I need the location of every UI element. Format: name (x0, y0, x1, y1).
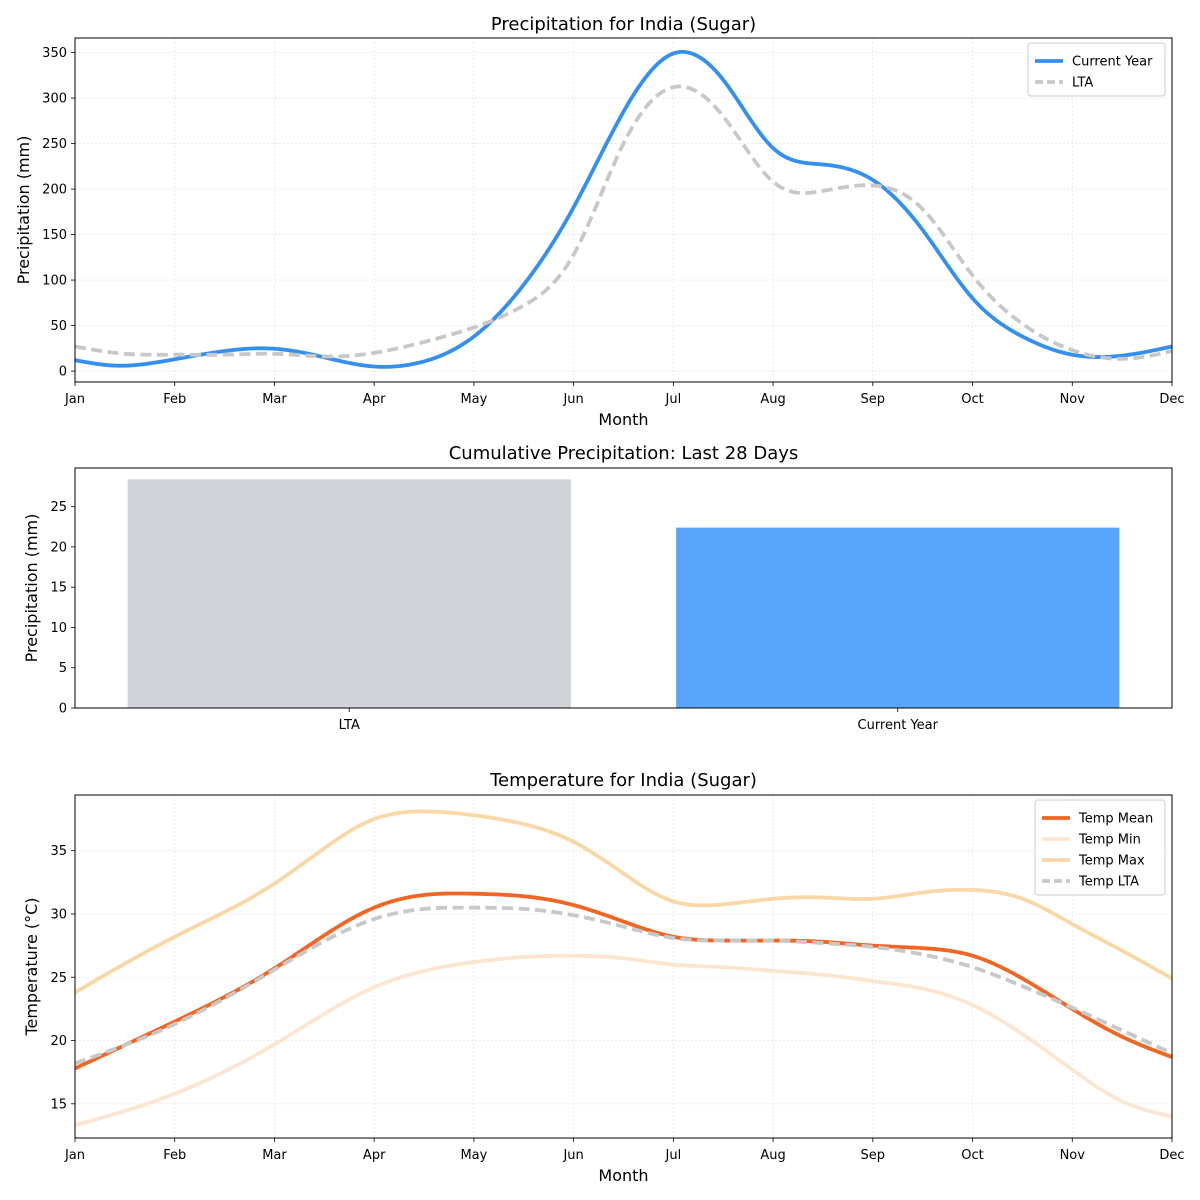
y-tick-label: 35 (50, 844, 67, 859)
precip-axes-frame (74, 37, 1173, 383)
x-tick-label: Jun (562, 1148, 583, 1163)
x-tick-label: Mar (262, 392, 287, 407)
precip-grid (74, 38, 1173, 382)
x-tick-label: Nov (1060, 1148, 1086, 1163)
temp-grid (74, 795, 1173, 1138)
y-tick-label: 15 (50, 1097, 67, 1112)
series-line-temp-max (75, 809, 1172, 995)
x-tick-label: Feb (163, 1148, 186, 1163)
y-tick-label: 350 (42, 46, 67, 61)
x-tick-label: Apr (363, 1148, 386, 1163)
bar-current-year (676, 527, 1120, 708)
bar-lta (127, 479, 571, 708)
x-tick-label: Aug (760, 1148, 785, 1163)
y-tick-label: 15 (50, 581, 67, 596)
y-tick-label: 25 (50, 500, 67, 515)
y-tick-label: 5 (59, 661, 67, 676)
y-tick-label: 20 (50, 540, 67, 555)
y-tick-label: 20 (50, 1034, 67, 1049)
x-tick-label: May (460, 392, 487, 407)
series-line-temp-min (75, 953, 1172, 1128)
x-tick-label: Dec (1159, 1148, 1184, 1163)
cumulative-chart: Cumulative Precipitation: Last 28 Days LT… (22, 443, 1173, 733)
cumulative-title: Cumulative Precipitation: Last 28 Days (449, 443, 799, 464)
x-tick-label: Aug (760, 392, 785, 407)
y-tick-label: 300 (42, 92, 67, 107)
x-tick-label: Jan (64, 392, 85, 407)
precip-series (75, 49, 1172, 369)
temp-y-axis-label: Temperature (°C) (22, 897, 41, 1036)
x-tick-label: Apr (363, 392, 386, 407)
y-tick-label: 250 (42, 137, 67, 152)
y-tick-label: 0 (59, 702, 67, 717)
legend-label: Current Year (1072, 55, 1153, 70)
x-tick-label: Oct (961, 392, 983, 407)
x-tick-label: Sep (861, 392, 886, 407)
temp-series (75, 809, 1172, 1128)
y-tick-label: 0 (59, 365, 67, 380)
x-tick-label: Nov (1060, 392, 1086, 407)
legend-label: Temp Min (1078, 833, 1141, 848)
y-tick-label: 150 (42, 228, 67, 243)
x-tick-label: Jul (665, 392, 682, 407)
legend-box (1027, 42, 1166, 97)
precip-y-axis-label: Precipitation (mm) (14, 136, 33, 285)
y-tick-label: 25 (50, 971, 67, 986)
temp-x-axis-label: Month (598, 1166, 648, 1185)
x-tick-label: Current Year (858, 718, 939, 733)
precip-chart: Precipitation for India (Sugar) Jan Feb Mar… (14, 14, 1185, 429)
legend-label: LTA (1072, 76, 1093, 91)
precip-title: Precipitation for India (Sugar) (491, 14, 756, 35)
cumulative-y-axis-label: Precipitation (mm) (22, 514, 41, 663)
x-tick-label: Oct (961, 1148, 983, 1163)
cumulative-axes-frame (74, 467, 1173, 709)
y-tick-label: 200 (42, 183, 67, 198)
x-tick-label: Sep (861, 1148, 886, 1163)
x-tick-label: Jan (64, 1148, 85, 1163)
legend-label: Temp Max (1078, 854, 1145, 869)
x-tick-label: Jul (665, 1148, 682, 1163)
y-tick-label: 10 (50, 621, 67, 636)
x-tick-label: Mar (262, 1148, 287, 1163)
legend-box (1034, 799, 1166, 896)
legend-label: Temp Mean (1078, 812, 1153, 827)
precip-legend: Current Year LTA (1027, 42, 1166, 97)
x-tick-label: Feb (163, 392, 186, 407)
x-tick-label: Jun (562, 392, 583, 407)
temp-axes-frame (74, 794, 1173, 1139)
precip-x-axis-label: Month (598, 410, 648, 429)
x-tick-label: Dec (1159, 392, 1184, 407)
temp-chart: Temperature for India (Sugar) Jan Feb Mar Ap… (22, 770, 1185, 1185)
x-tick-label: May (460, 1148, 487, 1163)
x-tick-label: LTA (339, 718, 360, 733)
series-line-temp-lta (75, 905, 1172, 1066)
y-tick-label: 50 (50, 319, 67, 334)
series-line-lta (75, 84, 1172, 361)
y-tick-label: 30 (50, 907, 67, 922)
legend-label: Temp LTA (1078, 875, 1139, 890)
temp-legend: Temp Mean Temp Min Temp Max Temp LTA (1034, 799, 1166, 896)
y-tick-label: 100 (42, 274, 67, 289)
series-line-current-year (75, 49, 1172, 369)
temp-title: Temperature for India (Sugar) (489, 770, 757, 791)
